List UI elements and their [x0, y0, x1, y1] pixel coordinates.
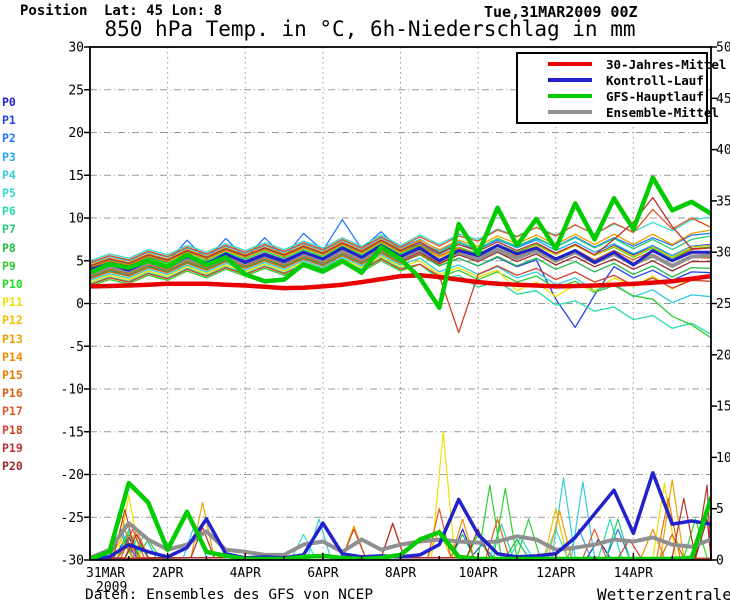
header-coordinates: Lat: 45 Lon: 8: [104, 3, 223, 19]
legend-row-control-run: Kontroll-Lauf: [518, 73, 706, 88]
temp-curve-P16: [90, 247, 711, 280]
x-axis-tick-label: 2APR: [152, 566, 183, 581]
right-axis-tick-label: 30: [716, 246, 730, 261]
right-axis-tick-label: 35: [716, 194, 730, 209]
x-axis-tick-label: 8APR: [385, 566, 416, 581]
ensemble-member-label-P13: P13: [2, 331, 23, 346]
ensemble-member-label-P5: P5: [2, 186, 16, 200]
right-axis-tick-label: 25: [716, 297, 730, 312]
left-axis-tick-label: -5: [68, 340, 84, 355]
header-run-datetime: Tue,31MAR2009 00Z: [484, 3, 638, 21]
gfs-hauptlauf-temp-curve: [90, 175, 711, 311]
right-axis-tick-label: 40: [716, 143, 730, 158]
temp-curve-P3: [90, 237, 711, 264]
left-axis-tick-label: -20: [61, 468, 84, 483]
precip-curve-P20: [90, 518, 711, 560]
ensemble-member-label-P1: P1: [2, 113, 16, 128]
ensemble-member-label-P19: P19: [2, 440, 23, 455]
ensemble-member-label-P17: P17: [2, 404, 23, 419]
ensemble-member-label-P12: P12: [2, 313, 23, 328]
chart-legend: 30-Jahres-Mittel Kontroll-Lauf GFS-Haupt…: [516, 52, 726, 124]
30-jahres-mittel-temp-curve: [90, 273, 711, 291]
control-run-line-swatch: [548, 78, 592, 82]
ensemble-member-label-P2: P2: [2, 131, 16, 146]
right-axis-tick-label: 10: [716, 451, 730, 466]
precip-curve-P18: [90, 509, 711, 560]
right-axis-tick-label: 45: [716, 92, 730, 107]
x-axis-tick-label: 10APR: [459, 566, 498, 581]
ensemble-member-label-P18: P18: [2, 422, 23, 437]
right-axis-tick-label: 20: [716, 348, 730, 363]
temp-curve-P18: [90, 258, 711, 334]
left-axis-tick-label: 30: [68, 41, 84, 56]
left-axis-tick-label: -10: [61, 383, 84, 398]
left-axis-tick-label: -30: [61, 554, 84, 569]
x-axis-tick-label: 14APR: [614, 566, 653, 581]
legend-label-climate-mean: 30-Jahres-Mittel: [606, 56, 727, 72]
ensemble-mean-line-swatch: [548, 110, 592, 114]
x-axis-origin-label: 31MAR: [86, 566, 125, 581]
ensemble-member-label-P11: P11: [2, 295, 23, 310]
legend-row-main-run: GFS-Hauptlauf: [518, 89, 706, 104]
legend-row-ensemble-mean: Ensemble-Mittel: [518, 105, 719, 120]
left-axis-tick-label: -15: [61, 425, 84, 440]
ensemble-member-label-P3: P3: [2, 149, 16, 164]
right-axis-tick-label: 50: [716, 41, 730, 56]
x-axis-tick-label: 6APR: [307, 566, 338, 581]
temp-curve-P13: [90, 229, 711, 266]
ensemble-member-label-P9: P9: [2, 258, 16, 273]
right-axis-tick-label: 15: [716, 400, 730, 415]
left-axis-tick-label: 0: [76, 297, 84, 312]
left-axis-tick-label: 25: [68, 83, 84, 98]
data-source-note: Daten: Ensembles des GFS von NCEP: [85, 587, 374, 603]
ensemble-member-label-P4: P4: [2, 167, 16, 182]
chart-title: 850 hPa Temp. in °C, 6h-Niederschlag in …: [104, 17, 636, 41]
temp-curve-P9: [90, 260, 711, 339]
x-axis-origin-year: 2009: [96, 580, 127, 595]
brand-wordmark: Wetterzentrale: [597, 585, 730, 604]
climate-mean-line-swatch: [548, 62, 592, 66]
temp-curve-P8: [90, 251, 711, 279]
right-axis-tick-label: 5: [716, 502, 724, 517]
temp-curve-P11: [90, 255, 711, 298]
legend-row-climate-mean: 30-Jahres-Mittel: [518, 57, 726, 72]
x-axis-tick-label: 12APR: [536, 566, 575, 581]
right-axis-tick-label: 0: [716, 554, 724, 569]
ensemble-member-label-P6: P6: [2, 204, 16, 219]
ensemble-member-label-P10: P10: [2, 277, 23, 291]
left-axis-tick-label: 5: [76, 254, 84, 269]
ensemble-member-label-P14: P14: [2, 349, 23, 364]
ensemble-member-label-P8: P8: [2, 240, 16, 255]
header-position-label: Position: [20, 3, 88, 19]
x-axis-tick-label: 4APR: [230, 566, 261, 581]
left-axis-tick-label: -25: [61, 511, 84, 526]
legend-label-control-run: Kontroll-Lauf: [606, 72, 704, 88]
temp-curve-P7: [90, 235, 711, 268]
left-axis-tick-label: 15: [68, 169, 84, 184]
main-run-line-swatch: [548, 94, 592, 98]
ensemble-member-label-P20: P20: [2, 459, 23, 473]
legend-label-ensemble-mean: Ensemble-Mittel: [606, 104, 719, 120]
left-axis-tick-label: 20: [68, 126, 84, 141]
ensemble-member-label-P16: P16: [2, 386, 23, 401]
temp-curve-P19: [90, 196, 711, 267]
ensemble-member-label-P0: P0: [2, 95, 16, 109]
precip-curve-P12: [90, 508, 711, 560]
temp-curve-P17: [90, 208, 711, 264]
ensemble-member-label-P15: P15: [2, 368, 23, 382]
temp-curve-P6: [90, 257, 711, 335]
left-axis-tick-label: 10: [68, 212, 84, 227]
ensemble-member-label-P7: P7: [2, 222, 16, 237]
precip-curve-P17: [90, 508, 711, 560]
legend-label-main-run: GFS-Hauptlauf: [606, 88, 704, 104]
